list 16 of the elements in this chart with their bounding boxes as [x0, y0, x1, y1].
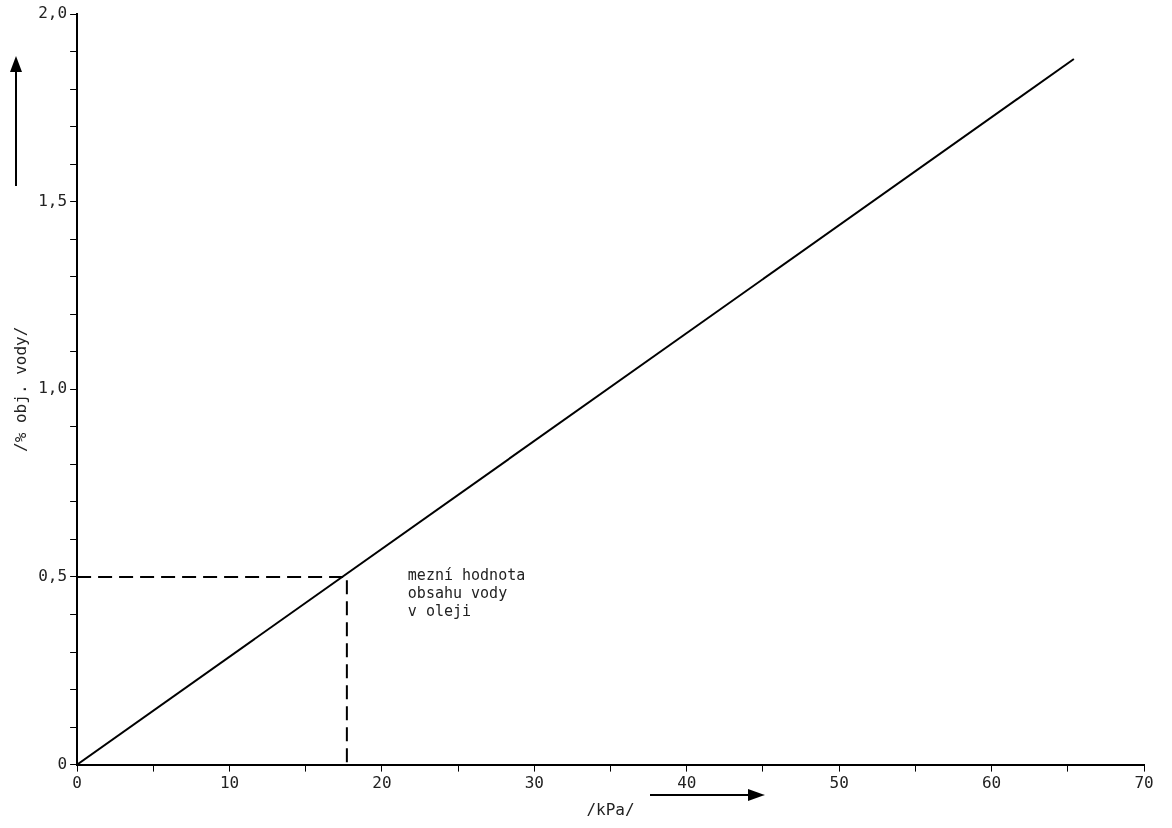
y-tick-label: 2,0 [38, 3, 68, 23]
x-tick-label: 70 [1134, 773, 1154, 793]
x-tick-label: 30 [524, 773, 544, 793]
y-axis-title: /% obj. vody/ [10, 326, 30, 452]
annotation: mezní hodnota obsahu vody v oleji [407, 565, 526, 620]
x-tick-label: 60 [981, 773, 1002, 793]
x-tick-label: 10 [219, 773, 240, 793]
x-tick-label: 0 [72, 773, 82, 793]
y-tick-label: 0,5 [38, 566, 68, 586]
x-axis-title: /kPa/ [586, 799, 635, 819]
x-tick-label: 20 [372, 773, 392, 793]
x-tick-label: 40 [677, 773, 697, 793]
y-tick-label: 1,5 [38, 190, 68, 210]
y-tick-label: 0 [57, 753, 68, 773]
y-tick-label: 1,0 [38, 378, 68, 398]
x-tick-label: 50 [829, 773, 849, 793]
